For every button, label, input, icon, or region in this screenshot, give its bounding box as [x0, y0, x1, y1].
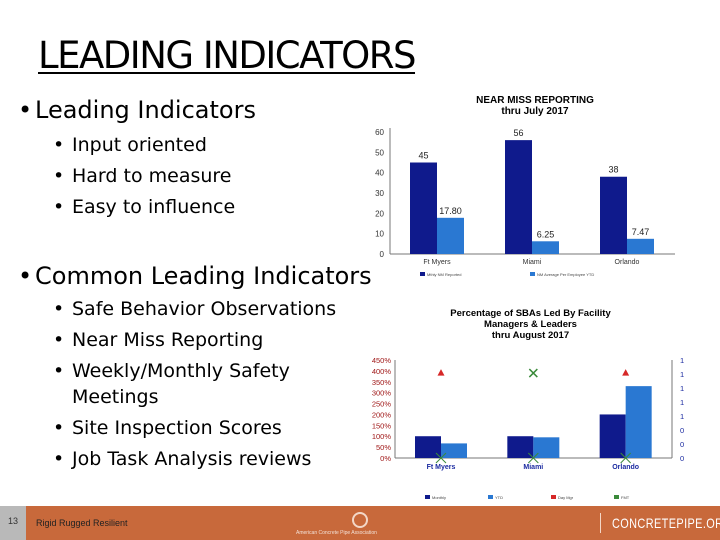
- bullet-common-leading-indicators: Common Leading Indicators: [18, 262, 372, 290]
- y-tick-label-left: 350%: [372, 378, 392, 387]
- y-tick-label-right: 1: [680, 356, 684, 365]
- legend-label: NM Average Per Employee YTD: [537, 272, 594, 277]
- acpa-logo-icon: [352, 512, 368, 528]
- y-tick-label-left: 200%: [372, 410, 392, 419]
- slide-title: LEADING INDICATORS: [38, 34, 417, 77]
- bar: [625, 386, 652, 458]
- bar: [507, 436, 534, 458]
- baseline-marker: [620, 452, 632, 464]
- y-tick-label-left: 0%: [380, 454, 391, 463]
- x-tick-label: Miami: [523, 464, 543, 471]
- chart2-title-line: Percentage of SBAs Led By Facility: [450, 308, 611, 319]
- sub-bullet: Near Miss Reporting: [53, 329, 263, 351]
- data-label: 56: [513, 128, 523, 138]
- sub-bullet-continuation: Meetings: [72, 386, 159, 408]
- y-tick-label-right: 0: [680, 440, 684, 449]
- data-label: 7.47: [632, 227, 650, 237]
- y-tick-label-right: 1: [680, 370, 684, 379]
- data-label: 6.25: [537, 229, 555, 239]
- chart1-title-line: thru July 2017: [501, 106, 569, 117]
- y-tick-label: 0: [380, 250, 385, 259]
- day-mgr-marker: [437, 369, 445, 376]
- sub-bullet: Easy to influence: [53, 196, 235, 218]
- legend-label: Mthly NM Reported: [427, 272, 461, 277]
- y-tick-label: 30: [375, 189, 384, 198]
- sub-bullet: Weekly/Monthly Safety: [53, 360, 290, 382]
- chart2-title: Percentage of SBAs Led By Facility Manag…: [428, 308, 633, 341]
- website-link[interactable]: CONCRETEPIPE.ORG: [612, 515, 720, 531]
- y-tick-label-right: 1: [680, 412, 684, 421]
- y-tick-label: 50: [375, 148, 384, 157]
- tagline: Rigid Rugged Resilient: [36, 518, 128, 528]
- y-tick-label-right: 0: [680, 454, 684, 463]
- sub-bullet: Input oriented: [53, 134, 207, 156]
- y-tick-label: 10: [375, 230, 384, 239]
- x-tick-label: Orlando: [615, 259, 640, 266]
- y-tick-label-left: 100%: [372, 432, 392, 441]
- y-tick-label: 40: [375, 169, 384, 178]
- bar: [441, 443, 467, 458]
- y-tick-label-left: 400%: [372, 367, 392, 376]
- bar: [599, 414, 626, 458]
- legend-label: FMT: [621, 495, 630, 500]
- sub-bullet: Hard to measure: [53, 165, 232, 187]
- sub-bullet: Job Task Analysis reviews: [53, 448, 311, 470]
- day-mgr-marker: [622, 369, 630, 376]
- y-tick-label-left: 450%: [372, 356, 392, 365]
- baseline-marker: [435, 452, 447, 464]
- legend-label: YTD: [495, 495, 503, 500]
- chart1-title-line: NEAR MISS REPORTING: [476, 95, 594, 106]
- y-tick-label-left: 150%: [372, 421, 392, 430]
- x-tick-label: Ft Myers: [423, 259, 451, 266]
- bar: [410, 162, 437, 254]
- sub-bullet: Site Inspection Scores: [53, 417, 282, 439]
- legend-swatch: [488, 495, 493, 499]
- legend-label: Monthly: [432, 495, 446, 500]
- y-tick-label-left: 50%: [376, 443, 391, 452]
- near-miss-chart: 0 10 20 30 40 50 60 45 17.80 Ft Myers 56 6.25 Miami 3…: [375, 128, 675, 277]
- y-tick-label: 60: [375, 128, 384, 137]
- bar: [627, 238, 654, 254]
- legend-swatch: [614, 495, 619, 499]
- sba-percentage-chart: 0% 50% 100% 150% 200%250% 300% 350% 400% 450% 0 0 0…: [372, 356, 684, 500]
- bar: [437, 217, 464, 254]
- y-tick-label-right: 0: [680, 426, 684, 435]
- chart2-title-line: Managers & Leaders: [484, 319, 577, 330]
- baseline-marker: [527, 452, 539, 464]
- footer-divider: [600, 513, 601, 533]
- sub-bullet: Safe Behavior Observations: [53, 298, 336, 320]
- bar: [505, 140, 532, 254]
- y-tick-label-right: 1: [680, 398, 684, 407]
- y-tick-label-left: 250%: [372, 400, 392, 409]
- y-tick-label-left: 300%: [372, 389, 392, 398]
- bar: [533, 437, 560, 458]
- org-name: American Concrete Pipe Association: [296, 530, 377, 536]
- chart2-title-line: thru August 2017: [491, 330, 570, 341]
- bar: [532, 241, 559, 254]
- fmt-marker: [528, 368, 538, 378]
- page-number: 13: [7, 516, 18, 526]
- legend-swatch: [420, 272, 425, 276]
- x-tick-label: Orlando: [612, 464, 639, 471]
- x-tick-label: Ft Myers: [427, 464, 456, 471]
- x-tick-label: Miami: [523, 259, 542, 266]
- page-number-box: [0, 506, 26, 540]
- legend-swatch: [425, 495, 430, 499]
- data-label: 38: [608, 165, 618, 175]
- y-tick-label: 20: [375, 209, 384, 218]
- data-label: 17.80: [439, 206, 462, 216]
- legend-label: Day Mgr: [558, 495, 574, 500]
- bar: [600, 176, 627, 254]
- bar: [415, 436, 441, 458]
- legend-swatch: [530, 272, 535, 276]
- bullet-leading-indicators: Leading Indicators: [18, 96, 256, 124]
- y-tick-label-right: 1: [680, 384, 684, 393]
- chart1-title: NEAR MISS REPORTING thru July 2017: [450, 95, 620, 117]
- footer-bar: 13 Rigid Rugged Resilient American Concr…: [0, 506, 720, 540]
- data-label: 45: [418, 151, 428, 161]
- legend-swatch: [551, 495, 556, 499]
